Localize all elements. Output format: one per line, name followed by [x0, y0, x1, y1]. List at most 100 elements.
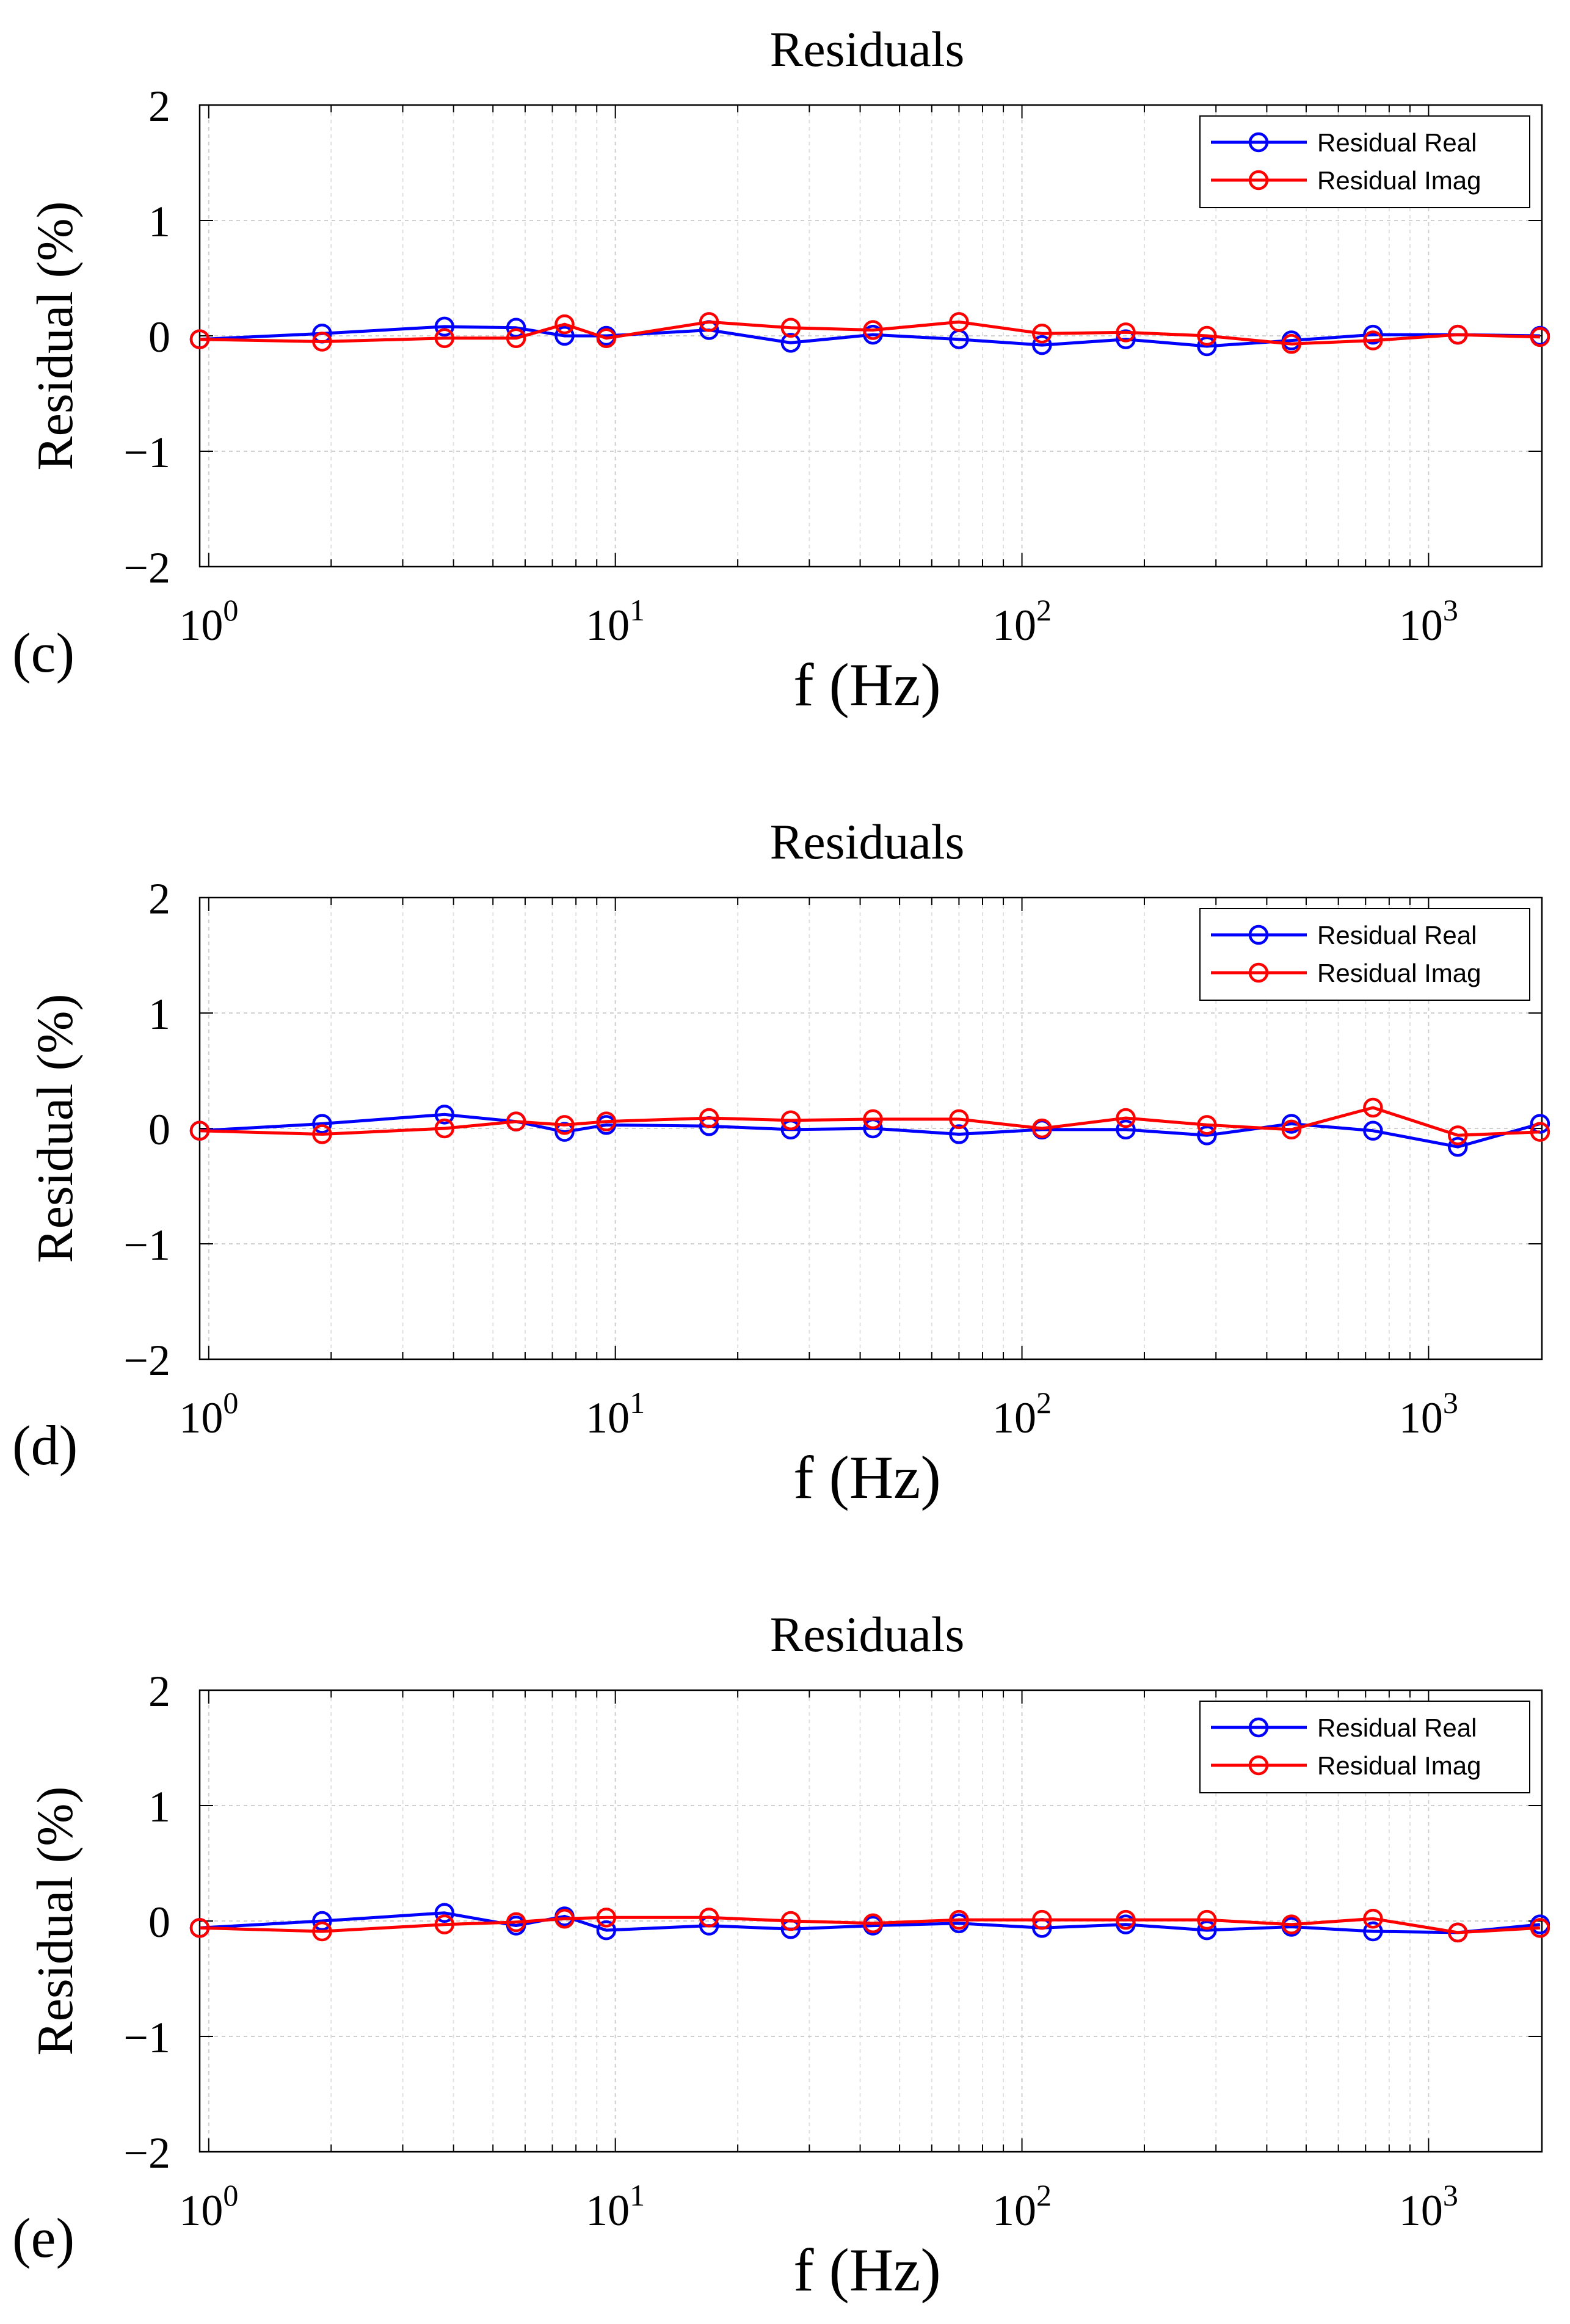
x-tick-exponent: 1 [630, 1385, 645, 1420]
series-line [199, 320, 1540, 346]
x-tick-exponent: 3 [1443, 593, 1458, 627]
data-point [1116, 1909, 1136, 1930]
tick-marks [200, 104, 1542, 567]
data-point [1448, 1125, 1468, 1146]
x-tick-base: 10 [1399, 1393, 1443, 1442]
legend-marker [1248, 170, 1269, 191]
chart-title: Residuals [770, 1607, 965, 1662]
chart-title: Residuals [770, 21, 965, 77]
x-tick-label: 103 [1399, 1385, 1458, 1442]
data-point [949, 1124, 969, 1144]
x-axis-label: f (Hz) [793, 651, 941, 719]
data-point [554, 1122, 575, 1142]
data-point [863, 320, 883, 340]
data-point [780, 1911, 801, 1931]
data-point [506, 1912, 526, 1933]
x-tick-base: 10 [586, 1393, 630, 1442]
y-tick-label: −1 [123, 1221, 170, 1269]
tick-marks [200, 1690, 1542, 2152]
x-tick-exponent: 1 [630, 2178, 645, 2212]
data-point [434, 1914, 455, 1934]
data-point [1032, 1118, 1052, 1139]
data-point [1116, 322, 1136, 343]
data-point [949, 312, 969, 332]
legend-box [1199, 115, 1530, 208]
data-point [506, 318, 526, 338]
legend-box [1199, 1701, 1530, 1793]
data-point [312, 1921, 332, 1942]
legend-label: Residual Imag [1317, 166, 1481, 195]
grid [200, 897, 1542, 1360]
data-point [699, 1108, 719, 1128]
x-tick-label: 102 [992, 593, 1052, 650]
data-point [434, 1903, 455, 1923]
legend-label: Residual Real [1317, 128, 1477, 157]
y-tick-label: 0 [148, 313, 170, 361]
legend-label: Residual Imag [1317, 959, 1481, 987]
y-tick-label: −2 [123, 1336, 170, 1385]
data-point [554, 1908, 575, 1929]
x-axis-label: f (Hz) [793, 2236, 941, 2304]
y-axis-label: Residual (%) [27, 994, 84, 1263]
panel-label: (e) [12, 2207, 75, 2269]
y-tick-label: 1 [148, 1782, 170, 1831]
chart-title: Residuals [770, 814, 965, 870]
data-point [863, 1109, 883, 1130]
y-tick-label: 2 [148, 874, 170, 923]
data-point [434, 328, 455, 349]
data-point [1032, 323, 1052, 344]
legend-marker [1248, 1755, 1269, 1776]
data-point [189, 329, 210, 349]
x-tick-base: 10 [586, 2186, 630, 2235]
data-point [434, 1105, 455, 1125]
x-tick-base: 10 [1399, 601, 1443, 650]
data-point [699, 312, 719, 332]
data-point [949, 1909, 969, 1930]
x-tick-label: 102 [992, 2178, 1052, 2235]
data-point [780, 333, 801, 353]
legend-marker [1248, 924, 1269, 945]
x-tick-exponent: 2 [1036, 2178, 1052, 2212]
data-point [1281, 1114, 1302, 1134]
x-tick-exponent: 3 [1443, 2178, 1458, 2212]
y-tick-label: −2 [123, 2129, 170, 2177]
data-point [189, 1120, 210, 1141]
data-point [1448, 1136, 1468, 1157]
data-point [554, 314, 575, 335]
y-tick-label: −1 [123, 2013, 170, 2062]
data-point [1281, 333, 1302, 354]
x-tick-label: 100 [179, 2178, 238, 2235]
series-line [199, 325, 1540, 348]
legend-box [1199, 908, 1530, 1001]
data-point [1530, 327, 1550, 347]
tick-marks [200, 897, 1542, 1360]
data-point [596, 328, 617, 349]
series-residual-imag [189, 1908, 1550, 1943]
data-point [1363, 1097, 1383, 1118]
x-tick-label: 100 [179, 593, 238, 650]
legend-marker [1248, 1717, 1269, 1738]
legend-label: Residual Imag [1317, 1751, 1481, 1780]
y-axis-label: Residual (%) [27, 1787, 84, 2056]
y-axis-label: Residual (%) [27, 202, 84, 471]
data-point [1363, 324, 1383, 345]
data-point [554, 1115, 575, 1135]
x-tick-exponent: 0 [223, 2178, 238, 2212]
x-tick-base: 10 [992, 601, 1036, 650]
x-tick-base: 10 [179, 1393, 223, 1442]
x-tick-base: 10 [992, 2186, 1036, 2235]
data-point [1363, 1921, 1383, 1942]
x-tick-label: 100 [179, 1385, 238, 1442]
data-point [1116, 1108, 1136, 1128]
data-point [1197, 1125, 1217, 1146]
data-point [596, 1920, 617, 1941]
x-tick-exponent: 0 [223, 1385, 238, 1420]
data-point [1363, 1908, 1383, 1929]
data-point [1032, 335, 1052, 355]
x-axis-label: f (Hz) [793, 1443, 941, 1511]
x-tick-label: 103 [1399, 2178, 1458, 2235]
x-tick-label: 101 [586, 2178, 645, 2235]
